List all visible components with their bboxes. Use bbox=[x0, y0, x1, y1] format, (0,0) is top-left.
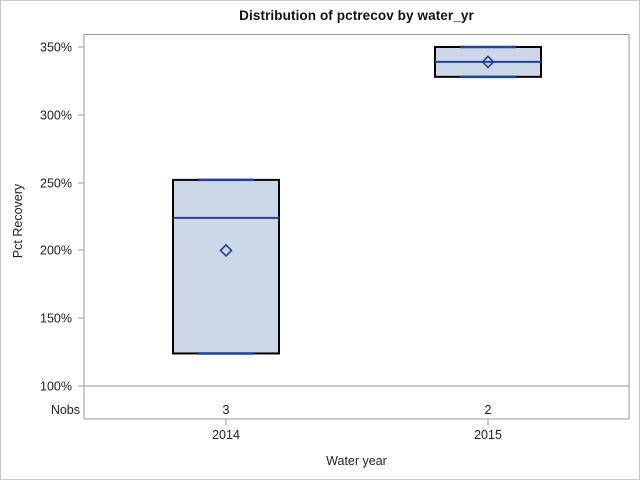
box-2014 bbox=[172, 178, 280, 355]
y-tick-label: 100% bbox=[40, 380, 72, 394]
y-tick-label: 150% bbox=[40, 312, 72, 326]
y-tick-label: 250% bbox=[40, 177, 72, 191]
nobs-band bbox=[83, 385, 630, 420]
y-tick-label: 200% bbox=[40, 244, 72, 258]
y-tick-label: 300% bbox=[40, 109, 72, 123]
y-tick-label: 350% bbox=[40, 41, 72, 55]
plot-wall bbox=[83, 34, 630, 387]
x-tick-label: 2015 bbox=[474, 428, 502, 442]
mean-marker bbox=[481, 55, 495, 69]
x-tick-label: 2014 bbox=[212, 428, 240, 442]
nobs-value: 2 bbox=[485, 403, 492, 417]
mean-marker bbox=[219, 243, 233, 258]
nobs-value: 3 bbox=[223, 403, 230, 417]
chart-title: Distribution of pctrecov by water_yr bbox=[239, 8, 474, 23]
nobs-row-label: Nobs bbox=[50, 403, 80, 417]
x-axis-title: Water year bbox=[326, 454, 387, 468]
